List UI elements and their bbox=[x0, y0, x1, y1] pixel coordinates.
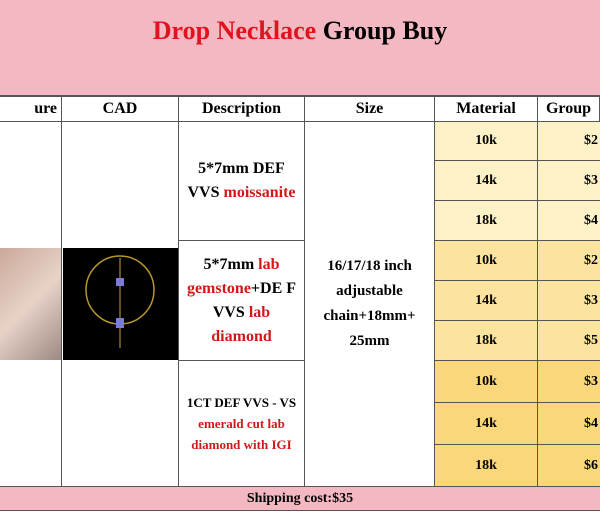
text-segment: lab diamond bbox=[211, 303, 272, 345]
price-cell: $3 bbox=[538, 161, 600, 201]
material-cell: 14k bbox=[435, 161, 538, 201]
title: Drop Necklace Group Buy bbox=[0, 16, 600, 46]
header-cell: Size bbox=[305, 96, 435, 122]
text-segment: 5*7mm DEF VVS bbox=[187, 160, 285, 201]
price-cell: $3 bbox=[538, 281, 600, 321]
text-segment: 5*7mm bbox=[203, 255, 259, 273]
description: 5*7mm DEF VVS moissanite bbox=[183, 157, 300, 205]
text-segment: Group Buy bbox=[316, 16, 448, 45]
text-segment: emerald cut lab diamond with IGI bbox=[191, 416, 292, 452]
footer: Shipping cost:$35 bbox=[0, 487, 600, 511]
size-cell: 16/17/18 inch adjustable chain+18mm+ 25m… bbox=[305, 122, 435, 487]
price-cell: $6 bbox=[538, 445, 600, 487]
material-cell: 10k bbox=[435, 241, 538, 281]
material-cell: 18k bbox=[435, 321, 538, 361]
material-cell: 10k bbox=[435, 122, 538, 161]
material-cell: 10k bbox=[435, 361, 538, 403]
price-cell: $4 bbox=[538, 201, 600, 241]
price-cell: $5 bbox=[538, 321, 600, 361]
description: 5*7mm lab gemstone+DE F VVS lab diamond bbox=[183, 253, 300, 349]
price-cell: $3 bbox=[538, 361, 600, 403]
photo bbox=[0, 248, 61, 360]
material-cell: 18k bbox=[435, 201, 538, 241]
cad-image bbox=[63, 248, 178, 360]
header-row: ure CAD Description Size Material Group bbox=[0, 96, 600, 122]
description-cell: 5*7mm DEF VVS moissanite bbox=[179, 122, 305, 241]
material-cell: 14k bbox=[435, 281, 538, 321]
text-segment: +DE F VVS bbox=[212, 279, 297, 321]
header-cell: Group bbox=[538, 96, 600, 122]
text-segment: 1CT DEF VVS - VS bbox=[186, 395, 297, 410]
title-band: Drop Necklace Group Buy bbox=[0, 0, 600, 96]
text-segment: Drop Necklace bbox=[152, 16, 317, 45]
description-cell: 1CT DEF VVS - VS emerald cut lab diamond… bbox=[179, 361, 305, 487]
description-cell: 5*7mm lab gemstone+DE F VVS lab diamond bbox=[179, 241, 305, 361]
header-cell: Description bbox=[179, 96, 305, 122]
description: 1CT DEF VVS - VS emerald cut lab diamond… bbox=[183, 392, 300, 455]
header-cell: Material bbox=[435, 96, 538, 122]
header-cell: ure bbox=[0, 96, 62, 122]
text-segment: lab gemstone bbox=[186, 255, 280, 297]
header-cell: CAD bbox=[62, 96, 179, 122]
text-segment: moissanite bbox=[223, 184, 296, 201]
material-cell: 18k bbox=[435, 445, 538, 487]
price-cell: $2 bbox=[538, 122, 600, 161]
material-cell: 14k bbox=[435, 403, 538, 445]
price-cell: $4 bbox=[538, 403, 600, 445]
price-cell: $2 bbox=[538, 241, 600, 281]
